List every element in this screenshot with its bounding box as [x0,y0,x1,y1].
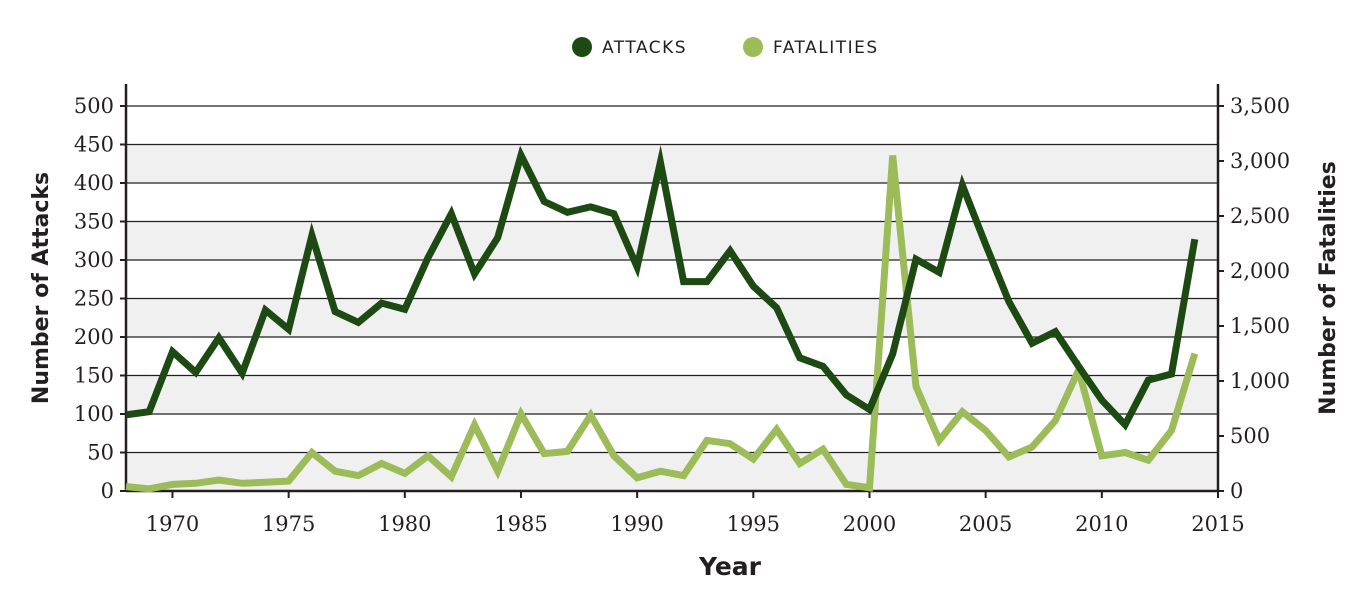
right-tick-label: 1,500 [1230,314,1290,338]
series-line-attacks [125,145,1199,431]
grid-band [126,298,1218,337]
tick-marks [120,105,1224,498]
left-tick-label: 300 [74,248,114,272]
series-lines [125,145,1199,493]
left-tick-label: 0 [101,479,114,503]
right-tick-label: 2,500 [1230,204,1290,228]
left-tick-label: 150 [74,364,114,388]
left-tick-label: 100 [74,402,114,426]
left-tick-label: 250 [74,287,114,311]
left-tick-label: 500 [74,94,114,118]
left-tick-label: 450 [74,133,114,157]
series-line-fatalities [125,155,1199,493]
x-tick-label: 1970 [146,512,199,536]
x-tick-label: 1990 [610,512,663,536]
right-tick-labels: 0 500 1,000 1,500 2,000 2,500 3,000 3,500 [1230,94,1290,503]
left-tick-label: 200 [74,325,114,349]
x-tick-label: 2005 [959,512,1012,536]
x-tick-label: 2010 [1075,512,1128,536]
x-tick-label: 2000 [843,512,896,536]
left-tick-label: 400 [74,171,114,195]
x-tick-label: 1995 [727,512,780,536]
x-axis-title: Year [698,552,762,581]
right-tick-label: 1,000 [1230,369,1290,393]
right-axis-title: Number of Fatalities [1316,161,1341,415]
left-tick-label: 350 [74,210,114,234]
right-tick-label: 2,000 [1230,259,1290,283]
right-tick-label: 3,500 [1230,94,1290,118]
x-tick-label: 2015 [1191,512,1244,536]
x-tick-labels: 1970 1975 1980 1985 1990 1995 2000 2005 2010 2015 [146,512,1245,536]
left-tick-label: 50 [87,441,114,465]
x-tick-label: 1980 [378,512,431,536]
legend-label-fatalities: FATALITIES [773,38,879,58]
right-tick-label: 0 [1230,479,1243,503]
left-axis-title: Number of Attacks [29,172,54,404]
x-tick-label: 1975 [262,512,315,536]
legend: ATTACKS FATALITIES [572,37,879,58]
left-tick-labels: 0 50 100 150 200 250 300 350 400 450 500 [74,94,114,503]
x-tick-label: 1985 [494,512,547,536]
right-tick-label: 3,000 [1230,149,1290,173]
grid-band [126,375,1218,414]
legend-marker-fatalities [743,37,763,57]
right-tick-label: 500 [1230,424,1270,448]
legend-label-attacks: ATTACKS [602,38,687,58]
grid-band [126,144,1218,183]
legend-marker-attacks [572,37,592,57]
